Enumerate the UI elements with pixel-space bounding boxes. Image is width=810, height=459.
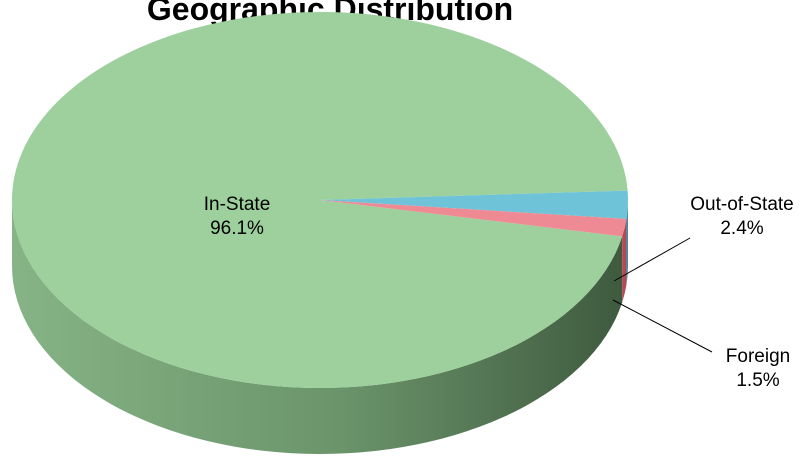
pie-slice-out-of-state [320, 190, 628, 219]
slice-label-out-of-state: Out-of-State [690, 194, 794, 215]
pie-side-in-state [12, 200, 623, 454]
pie-side-out-of-state [626, 200, 628, 285]
slice-value-foreign: 1.5% [736, 370, 779, 391]
pie-slice-in-state [11, 11, 628, 388]
pie-leader-lines [612, 237, 713, 353]
slice-label-foreign: Foreign [726, 346, 790, 367]
slice-value-in-state: 96.1% [210, 218, 264, 239]
slice-value-out-of-state: 2.4% [720, 218, 763, 239]
pie-slice-foreign [320, 200, 627, 237]
pie-labels: In-State 96.1% Out-of-State 2.4% Foreign 1.5% [204, 194, 794, 391]
slice-label-in-state: In-State [204, 194, 271, 215]
leader-line-foreign [612, 299, 713, 353]
pie-slices [11, 11, 628, 388]
pie-sides [12, 200, 628, 454]
leader-line-out-of-state [613, 237, 691, 282]
pie-side-foreign [622, 218, 627, 303]
